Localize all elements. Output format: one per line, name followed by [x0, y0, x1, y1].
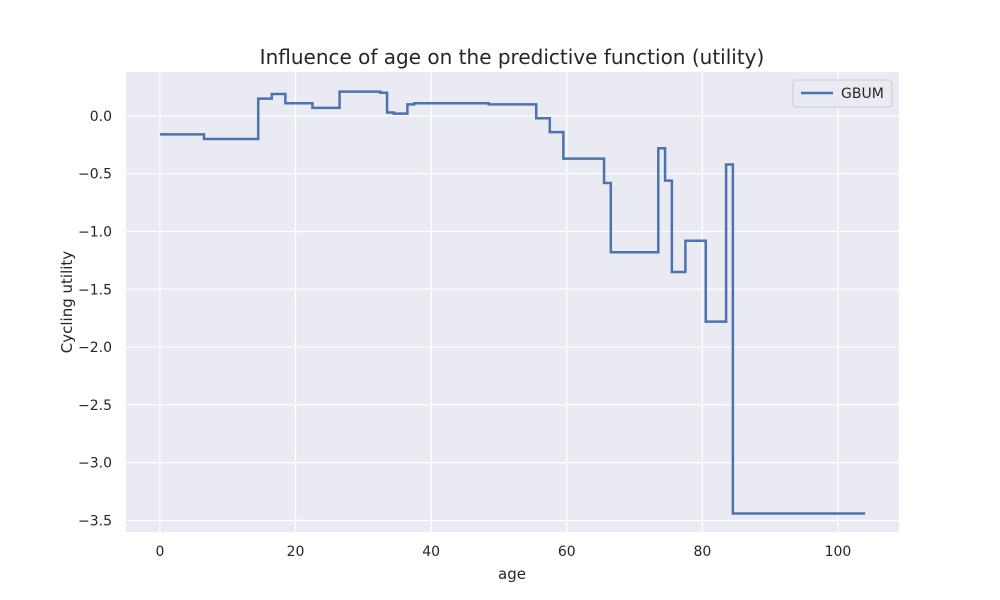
- grid: [126, 72, 899, 532]
- x-tick-label: 40: [422, 544, 440, 560]
- tick-labels: 0 20 40 60 80 100 0.0 −0.5 −1.0 −1.5 −2.0 −2.5 −3.0 −…: [78, 109, 851, 560]
- x-tick-label: 100: [825, 544, 852, 560]
- legend-label-gbum: GBUM: [841, 86, 884, 102]
- series-line-gbum: [159, 90, 866, 515]
- y-tick-label: −1.0: [78, 224, 112, 240]
- x-axis-label: age: [498, 565, 526, 583]
- x-tick-label: 60: [558, 544, 576, 560]
- y-axis-label: Cycling utility: [58, 251, 76, 354]
- y-tick-label: −3.0: [78, 456, 112, 472]
- y-tick-label: −0.5: [78, 167, 112, 183]
- x-tick-label: 20: [287, 544, 305, 560]
- y-tick-label: −1.5: [78, 282, 112, 298]
- legend: GBUM: [792, 79, 893, 108]
- x-tick-label: 0: [155, 544, 164, 560]
- legend-box: [792, 79, 893, 108]
- y-tick-label: −2.5: [78, 398, 112, 414]
- plot-area: [126, 72, 899, 532]
- y-tick-label: −2.0: [78, 340, 112, 356]
- x-tick-label: 80: [693, 544, 711, 560]
- chart-title: Influence of age on the predictive funct…: [260, 45, 765, 69]
- y-tick-label: 0.0: [90, 109, 112, 125]
- y-tick-label: −3.5: [78, 513, 112, 529]
- series-layer: [159, 90, 866, 515]
